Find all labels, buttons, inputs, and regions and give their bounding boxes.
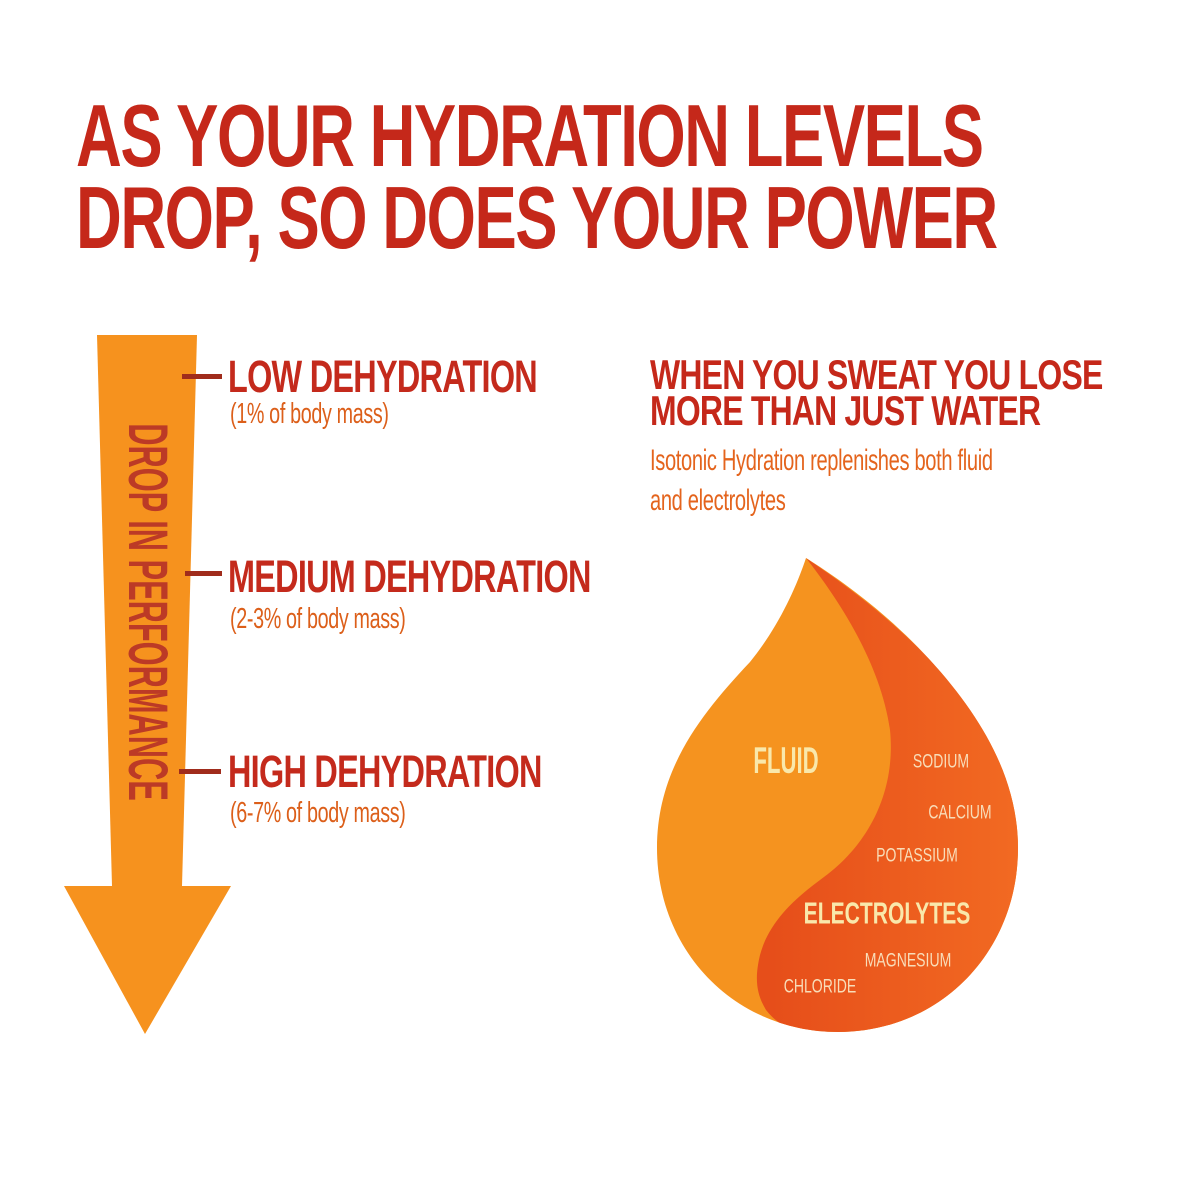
- level-high-detail: (6-7% of body mass): [230, 797, 406, 829]
- mineral-sodium: SODIUM: [913, 750, 969, 772]
- sweat-heading-line2: MORE THAN JUST WATER: [650, 387, 1041, 434]
- performance-arrow-graphic: DROP IN PERFORMANCE: [64, 335, 231, 1034]
- tick-medium: [185, 571, 222, 576]
- electrolytes-label: ELECTROLYTES: [804, 895, 971, 930]
- mineral-chloride: CHLORIDE: [784, 975, 857, 997]
- isotonic-subheading-line2: and electrolytes: [650, 484, 786, 517]
- droplet-graphic: FLUID ELECTROLYTES SODIUM CALCIUM POTASS…: [657, 558, 1018, 1032]
- sweat-heading-line1: WHEN YOU SWEAT YOU LOSE: [650, 351, 1103, 398]
- main-title-line2: DROP, SO DOES YOUR POWER: [76, 168, 998, 267]
- mineral-magnesium: MAGNESIUM: [865, 949, 952, 971]
- arrow-head: [64, 886, 231, 1034]
- level-medium-detail: (2-3% of body mass): [230, 603, 406, 635]
- isotonic-subheading-line1: Isotonic Hydration replenishes both flui…: [650, 444, 993, 477]
- arrow-shaft: [97, 335, 197, 886]
- level-medium-label: MEDIUM DEHYDRATION: [228, 551, 591, 602]
- mineral-potassium: POTASSIUM: [876, 844, 958, 866]
- tick-low: [182, 374, 222, 379]
- tick-high: [179, 769, 221, 774]
- fluid-label: FLUID: [753, 740, 818, 781]
- mineral-calcium: CALCIUM: [928, 801, 991, 823]
- level-high-label: HIGH DEHYDRATION: [228, 746, 542, 797]
- level-low-label: LOW DEHYDRATION: [228, 351, 538, 402]
- drop-in-performance-label: DROP IN PERFORMANCE: [116, 423, 179, 801]
- level-low-detail: (1% of body mass): [230, 398, 389, 430]
- droplet-electrolytes-region: [756, 558, 1018, 1032]
- main-title-line1: AS YOUR HYDRATION LEVELS: [76, 86, 984, 185]
